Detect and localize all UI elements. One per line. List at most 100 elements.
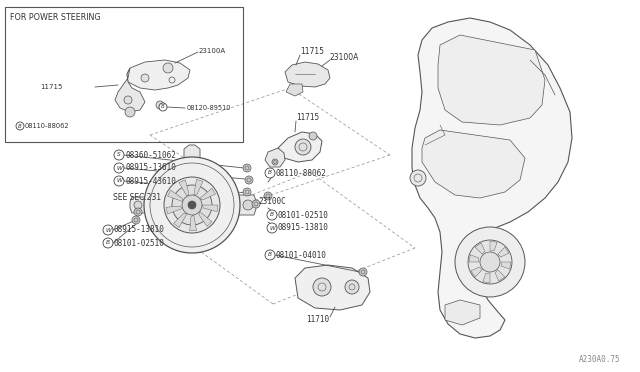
Circle shape	[188, 201, 196, 209]
Polygon shape	[199, 211, 212, 226]
Text: 11710: 11710	[307, 315, 330, 324]
Circle shape	[156, 101, 164, 109]
Polygon shape	[200, 188, 216, 200]
Circle shape	[159, 103, 167, 111]
Text: 08915-13610: 08915-13610	[125, 164, 176, 173]
Circle shape	[265, 168, 275, 178]
Polygon shape	[189, 215, 196, 231]
Text: W: W	[269, 225, 275, 231]
Polygon shape	[475, 243, 485, 254]
Text: 08101-04010: 08101-04010	[276, 250, 327, 260]
Text: 23100C: 23100C	[258, 196, 285, 205]
Circle shape	[114, 163, 124, 173]
Text: SEE SEC.231: SEE SEC.231	[113, 192, 161, 202]
Text: 08915-13810: 08915-13810	[278, 224, 329, 232]
Circle shape	[252, 200, 260, 208]
Text: A230A0.75: A230A0.75	[579, 356, 620, 365]
Polygon shape	[173, 214, 187, 228]
Circle shape	[267, 210, 277, 220]
Polygon shape	[501, 262, 511, 269]
Text: 08110-88062: 08110-88062	[25, 123, 70, 129]
Circle shape	[480, 252, 500, 272]
Circle shape	[132, 216, 140, 224]
Text: B: B	[268, 253, 272, 257]
Circle shape	[182, 195, 202, 215]
Polygon shape	[295, 265, 370, 310]
Circle shape	[141, 74, 149, 82]
Text: W: W	[116, 166, 122, 170]
Text: 08915-43610: 08915-43610	[125, 176, 176, 186]
Polygon shape	[127, 60, 190, 90]
Circle shape	[264, 192, 272, 200]
Polygon shape	[184, 145, 200, 161]
Circle shape	[245, 176, 253, 184]
Text: 08110-88062: 08110-88062	[276, 169, 327, 177]
Text: 08915-13810: 08915-13810	[114, 225, 165, 234]
Circle shape	[345, 280, 359, 294]
Circle shape	[125, 107, 135, 117]
Polygon shape	[236, 195, 256, 215]
Circle shape	[243, 188, 251, 196]
Text: B: B	[18, 124, 22, 128]
Text: B: B	[161, 105, 165, 109]
Circle shape	[265, 250, 275, 260]
Polygon shape	[495, 270, 505, 281]
Text: 11715: 11715	[300, 48, 324, 57]
Circle shape	[468, 240, 512, 284]
Circle shape	[164, 177, 220, 233]
Circle shape	[243, 200, 253, 210]
Circle shape	[134, 201, 142, 209]
Circle shape	[313, 278, 331, 296]
Polygon shape	[498, 247, 509, 257]
Circle shape	[267, 223, 277, 233]
Text: B: B	[268, 170, 272, 176]
Polygon shape	[286, 84, 303, 96]
Circle shape	[309, 132, 317, 140]
Polygon shape	[285, 62, 330, 87]
Circle shape	[114, 150, 124, 160]
Text: 08360-51062: 08360-51062	[125, 151, 176, 160]
Circle shape	[295, 139, 311, 155]
Circle shape	[172, 185, 212, 225]
Text: 08120-89510: 08120-89510	[187, 105, 232, 111]
Polygon shape	[168, 190, 182, 202]
Circle shape	[243, 164, 251, 172]
Polygon shape	[438, 35, 545, 125]
Circle shape	[134, 208, 142, 216]
Circle shape	[410, 170, 426, 186]
Text: B: B	[106, 241, 110, 246]
Text: W: W	[105, 228, 111, 232]
Polygon shape	[166, 206, 182, 214]
Circle shape	[272, 159, 278, 165]
Text: 11715: 11715	[296, 113, 319, 122]
Polygon shape	[265, 148, 285, 167]
Bar	[5, 7, 243, 142]
Text: B: B	[270, 212, 274, 218]
Circle shape	[163, 63, 173, 73]
Polygon shape	[115, 68, 145, 112]
Text: 08101-02510: 08101-02510	[114, 238, 165, 247]
Polygon shape	[130, 197, 148, 213]
Circle shape	[455, 227, 525, 297]
Circle shape	[16, 122, 24, 130]
Polygon shape	[278, 132, 322, 162]
Text: 11715: 11715	[40, 84, 62, 90]
Polygon shape	[469, 255, 479, 262]
Circle shape	[103, 238, 113, 248]
Polygon shape	[202, 205, 218, 212]
Circle shape	[144, 157, 240, 253]
Text: 08101-02510: 08101-02510	[278, 211, 329, 219]
Polygon shape	[483, 273, 490, 283]
Text: 23100A: 23100A	[199, 48, 226, 54]
Polygon shape	[179, 180, 189, 196]
Circle shape	[114, 176, 124, 186]
Circle shape	[103, 225, 113, 235]
Polygon shape	[490, 241, 497, 251]
Text: W: W	[116, 179, 122, 183]
Circle shape	[124, 96, 132, 104]
Text: FOR POWER STEERING: FOR POWER STEERING	[10, 13, 100, 22]
Polygon shape	[445, 300, 480, 325]
Text: S: S	[117, 153, 121, 157]
Text: 23100A: 23100A	[330, 54, 360, 62]
Polygon shape	[412, 18, 572, 338]
